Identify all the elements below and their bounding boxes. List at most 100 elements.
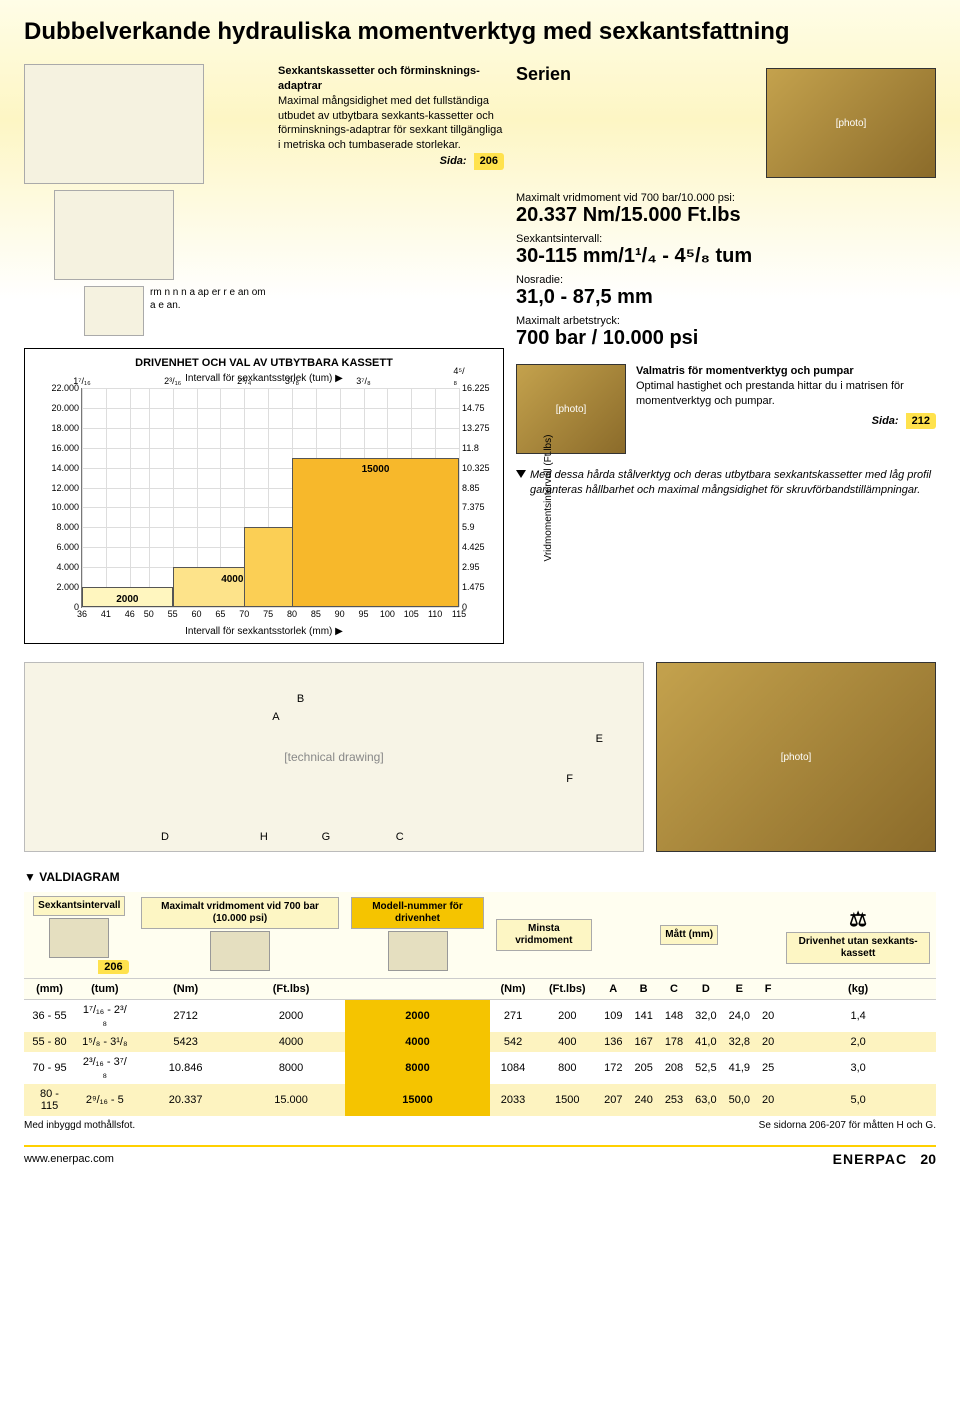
table-cell: 25 [756,1052,780,1084]
table-cell: 1500 [536,1084,598,1116]
table-cell: 2⁹/₁₆ - 5 [75,1084,135,1116]
table-cell: 41,0 [689,1032,722,1052]
table-cell: 136 [598,1032,628,1052]
spec-hexrange-label: Sexkantsintervall: [516,233,936,245]
hardsteel-note: Med dessa hårda stålverktyg och deras ut… [516,468,936,498]
chart-title: DRIVENHET OCH VAL AV UTBYTBARA KASSETT [31,357,497,369]
footer-page-number: 20 [920,1151,936,1167]
table-cell: 50,0 [723,1084,756,1116]
info-sida-label: Sida: [872,415,899,427]
u-tum: (tum) [75,979,135,1000]
table-cell: 2000 [345,1000,489,1033]
table-cell: 207 [598,1084,628,1116]
table-cell: 63,0 [689,1084,722,1116]
spec-maxtorque-label: Maximalt vridmoment vid 700 bar/10.000 p… [516,192,936,204]
table-row: 80 - 1152⁹/₁₆ - 520.33715.00015000203315… [24,1084,936,1116]
spec-pressure-label: Maximalt arbetstryck: [516,315,936,327]
table-cell: 15000 [345,1084,489,1116]
table-cell: 1,4 [780,1000,936,1033]
sida-page-212[interactable]: 212 [906,413,936,430]
ytick-nm: 6.000 [56,542,82,552]
th-sexkant-page[interactable]: 206 [98,960,128,974]
col-B: B [628,979,658,1000]
xtick-mm: 41 [101,607,111,619]
table-cell: 5423 [135,1032,237,1052]
table-cell: 172 [598,1052,628,1084]
xtick-mm: 50 [144,607,154,619]
dimension-diagram: B A E F G C D H [technical drawing] [24,662,644,852]
footer-url[interactable]: www.enerpac.com [24,1153,114,1165]
xtick-mm: 95 [359,607,369,619]
xtick-mm: 80 [287,607,297,619]
table-cell: 8000 [237,1052,346,1084]
footnote-left: Med inbyggd mothållsfot. [24,1120,135,1131]
xtick-mm: 60 [192,607,202,619]
ytick-nm: 20.000 [51,403,82,413]
chart-bar-label: 2000 [116,594,138,605]
table-cell: 70 - 95 [24,1052,75,1084]
desc-body: Maximal mångsidighet med det fullständig… [278,94,504,153]
th-drive: Drivenhet utan sexkants-kassett [786,932,930,964]
xtick-mm: 75 [263,607,273,619]
xtick-mm: 110 [428,607,442,619]
th-maxvrid: Maximalt vridmoment vid 700 bar (10.000 … [141,897,340,929]
table-cell: 148 [659,1000,689,1033]
ytick-ft: 2.95 [459,562,480,572]
ytick-nm: 2.000 [56,582,82,592]
table-cell: 10.846 [135,1052,237,1084]
table-cell: 271 [490,1000,537,1033]
table-cell: 240 [628,1084,658,1116]
xtick-mm: 70 [239,607,249,619]
table-cell: 36 - 55 [24,1000,75,1033]
table-cell: 200 [536,1000,598,1033]
sida-page-206[interactable]: 206 [474,153,504,170]
th-model-img [388,931,448,971]
ytick-ft: 4.425 [459,542,485,552]
col-E: E [723,979,756,1000]
ytick-ft: 5.9 [459,522,475,532]
table-row: 55 - 801⁵/₈ - 3¹/₈5423400040005424001361… [24,1032,936,1052]
ytick-ft: 10.325 [459,463,490,473]
pump-photo: [photo] [516,364,626,454]
table-cell: 41,9 [723,1052,756,1084]
triangle-down-icon [516,470,526,478]
table-cell: 8000 [345,1052,489,1084]
xtick-inch: 1⁷/₁₆ [73,376,90,388]
table-row: 70 - 952³/₁₆ - 3⁷/₈10.846800080001084800… [24,1052,936,1084]
spec-maxtorque-value: 20.337 Nm/15.000 Ft.lbs [516,204,936,227]
chart-bar-label: 4000 [221,574,243,585]
xtick-mm: 55 [168,607,178,619]
u-nm-1: (Nm) [135,979,237,1000]
ytick-nm: 16.000 [51,443,82,453]
th-model: Modell-nummer för drivenhet [351,897,483,929]
table-cell: 253 [659,1084,689,1116]
table-cell: 20.337 [135,1084,237,1116]
ytick-ft: 11.8 [459,443,479,453]
xtick-mm: 85 [311,607,321,619]
page-title: Dubbelverkande hydrauliska momentverktyg… [24,18,936,46]
ytick-nm: 4.000 [56,562,82,572]
col-D: D [689,979,722,1000]
table-cell: 205 [628,1052,658,1084]
table-cell: 2712 [135,1000,237,1033]
info-body: Optimal hastighet och prestanda hittar d… [636,379,936,409]
footer-logo: ENERPAC [833,1151,907,1167]
u-nm-2: (Nm) [490,979,537,1000]
info-title: Valmatris för momentverktyg och pumpar [636,364,936,379]
col-F: F [756,979,780,1000]
weight-icon: ⚖ [786,907,930,932]
ytick-nm: 8.000 [56,522,82,532]
ytick-nm: 10.000 [51,502,82,512]
chart-bar-label: 15000 [362,464,390,475]
spec-pressure-value: 700 bar / 10.000 psi [516,327,936,350]
diagram-adapter [84,286,144,336]
xtick-mm: 36 [77,607,87,619]
th-minvrid: Minsta vridmoment [496,919,593,951]
table-cell: 20 [756,1084,780,1116]
table-cell: 4000 [345,1032,489,1052]
th-sexkant-img [49,918,109,958]
table-cell: 32,0 [689,1000,722,1033]
ytick-ft: 13.275 [459,423,490,433]
spec-nose-value: 31,0 - 87,5 mm [516,286,936,309]
ytick-ft: 8.85 [459,483,480,493]
